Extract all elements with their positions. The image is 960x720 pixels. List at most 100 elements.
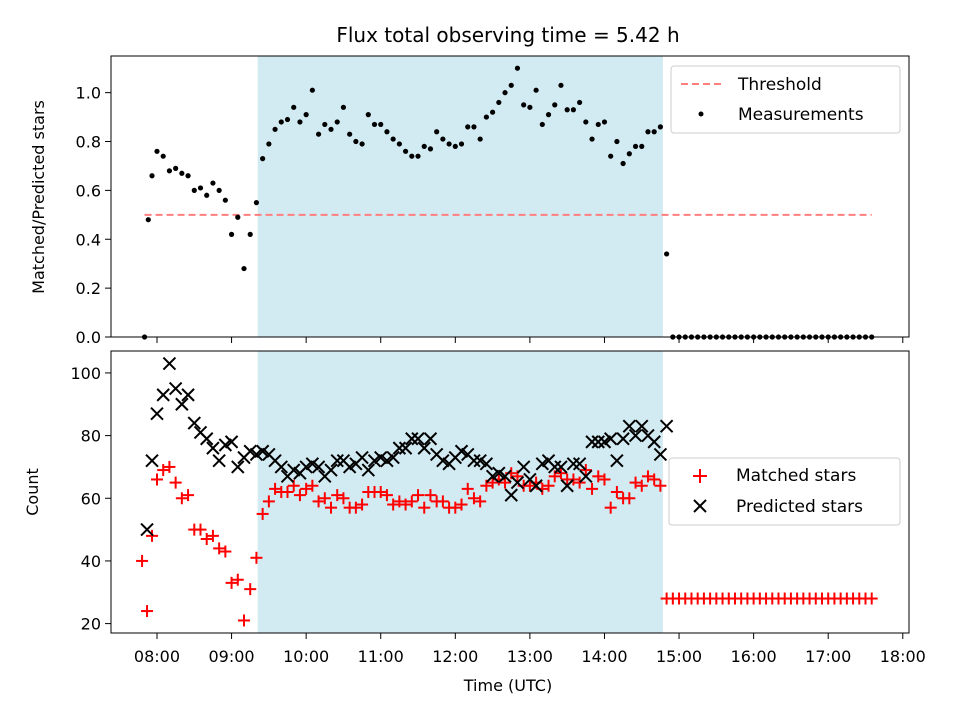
x-axis-label: Time (UTC) <box>463 676 552 695</box>
matched-star-point <box>623 492 636 505</box>
predicted-star-point <box>653 447 668 462</box>
predicted-star-point <box>181 388 195 402</box>
measurement-point <box>508 82 514 88</box>
predicted-star-point <box>311 460 326 474</box>
predicted-star-point <box>212 453 226 468</box>
measurement-point <box>390 136 396 142</box>
x-tick-label: 18:00 <box>880 647 926 666</box>
measurement-point <box>446 141 452 147</box>
matched-star-point <box>194 523 207 536</box>
matched-star-point <box>598 473 611 486</box>
predicted-star-point <box>423 432 438 446</box>
y-tick-label: 40 <box>81 552 101 571</box>
measurement-point <box>645 129 651 135</box>
matched-star-point <box>244 583 257 596</box>
measurement-point <box>664 251 670 257</box>
x-tick-label: 09:00 <box>209 647 255 666</box>
measurement-point <box>160 153 166 159</box>
bottom-panel: 20 40 60 80 100 08:00 09:00 10:00 11:00 12:00 13:… <box>23 350 926 695</box>
matched-star-point <box>269 482 282 495</box>
y-tick-label: 0.2 <box>76 279 101 298</box>
x-tick-label: 11:00 <box>358 647 404 666</box>
predicted-star-point <box>610 453 624 468</box>
measurement-point <box>620 160 626 167</box>
matched-star-point <box>312 495 325 508</box>
predicted-star-point <box>274 460 288 474</box>
matched-star-point <box>604 501 617 514</box>
predicted-star-point <box>591 435 605 449</box>
top-chart-title: Flux total observing time = 5.42 h <box>336 23 679 47</box>
measurement-point <box>222 197 228 203</box>
measurement-point <box>545 112 552 118</box>
predicted-star-point <box>635 419 649 433</box>
matched-star-point <box>356 498 369 511</box>
matched-star-point <box>206 529 219 542</box>
measurement-point <box>583 119 589 125</box>
measurement-point <box>489 109 496 115</box>
predicted-star-point <box>224 435 239 449</box>
measurement-point <box>247 231 253 237</box>
measurement-point <box>309 87 315 93</box>
predicted-star-point <box>355 450 369 465</box>
x-tick-label: 16:00 <box>731 647 777 666</box>
measurement-point <box>402 148 409 154</box>
predicted-star-point <box>330 453 344 468</box>
predicted-star-point <box>479 457 494 471</box>
predicted-star-point <box>548 460 562 474</box>
matched-star-point <box>136 554 149 567</box>
predicted-star-point <box>200 432 214 446</box>
bottom-plot-frame <box>110 350 910 634</box>
measurement-point <box>278 119 284 125</box>
measurement-point <box>465 124 471 130</box>
measurement-point <box>228 231 235 237</box>
predicted-legend-label: Predicted stars <box>736 497 863 517</box>
y-tick-label: 60 <box>81 489 101 508</box>
predicted-star-point <box>585 435 599 449</box>
top-panel: 0.0 0.2 0.4 0.6 0.8 1.0 Flux total observing … <box>29 23 910 347</box>
measurement-point <box>359 141 365 147</box>
matched-star-point <box>293 489 306 502</box>
measurement-point <box>421 143 427 150</box>
matched-star-point <box>349 501 362 514</box>
y-tick-label: 0.4 <box>76 230 101 249</box>
y-tick-label: 20 <box>81 615 101 634</box>
measurement-point <box>340 104 347 110</box>
bottom-y-axis: 20 40 60 80 100 <box>70 364 111 634</box>
predicted-star-point <box>405 432 419 446</box>
matched-star-point <box>592 470 605 483</box>
measurement-point <box>415 153 421 159</box>
measurement-point <box>272 126 278 132</box>
matched-star-point <box>629 476 642 489</box>
measurement-point <box>284 116 291 123</box>
matched-star-point <box>436 495 449 508</box>
predicted-star-point <box>529 479 543 493</box>
measurement-point <box>440 136 446 142</box>
top-legend: Threshold Measurements <box>670 65 901 134</box>
measurements-legend-swatch <box>698 111 704 117</box>
measurement-point <box>260 156 266 162</box>
x-tick-label: 14:00 <box>581 647 627 666</box>
matched-star-point <box>250 551 263 564</box>
measurement-point <box>291 104 297 110</box>
matched-star-point <box>523 479 536 492</box>
x-tick-label: 12:00 <box>432 647 478 666</box>
top-legend-box <box>670 65 901 134</box>
measurement-point <box>601 119 608 125</box>
measurement-point <box>564 107 570 113</box>
matched-star-point <box>461 482 474 495</box>
predicted-star-point <box>628 428 643 443</box>
matched-star-point <box>141 605 154 618</box>
measurements-legend-label: Measurements <box>738 105 864 125</box>
top-x-ticks <box>156 337 904 343</box>
matched-star-point <box>610 486 623 498</box>
measurement-point <box>589 136 595 142</box>
matched-star-point <box>474 495 487 508</box>
predicted-star-point <box>168 381 183 396</box>
predicted-star-point <box>361 463 376 477</box>
measurement-point <box>452 143 458 150</box>
measurement-point <box>595 121 601 128</box>
measurement-point <box>266 141 272 147</box>
predicted-star-point <box>504 488 518 502</box>
measurement-point <box>502 90 508 96</box>
